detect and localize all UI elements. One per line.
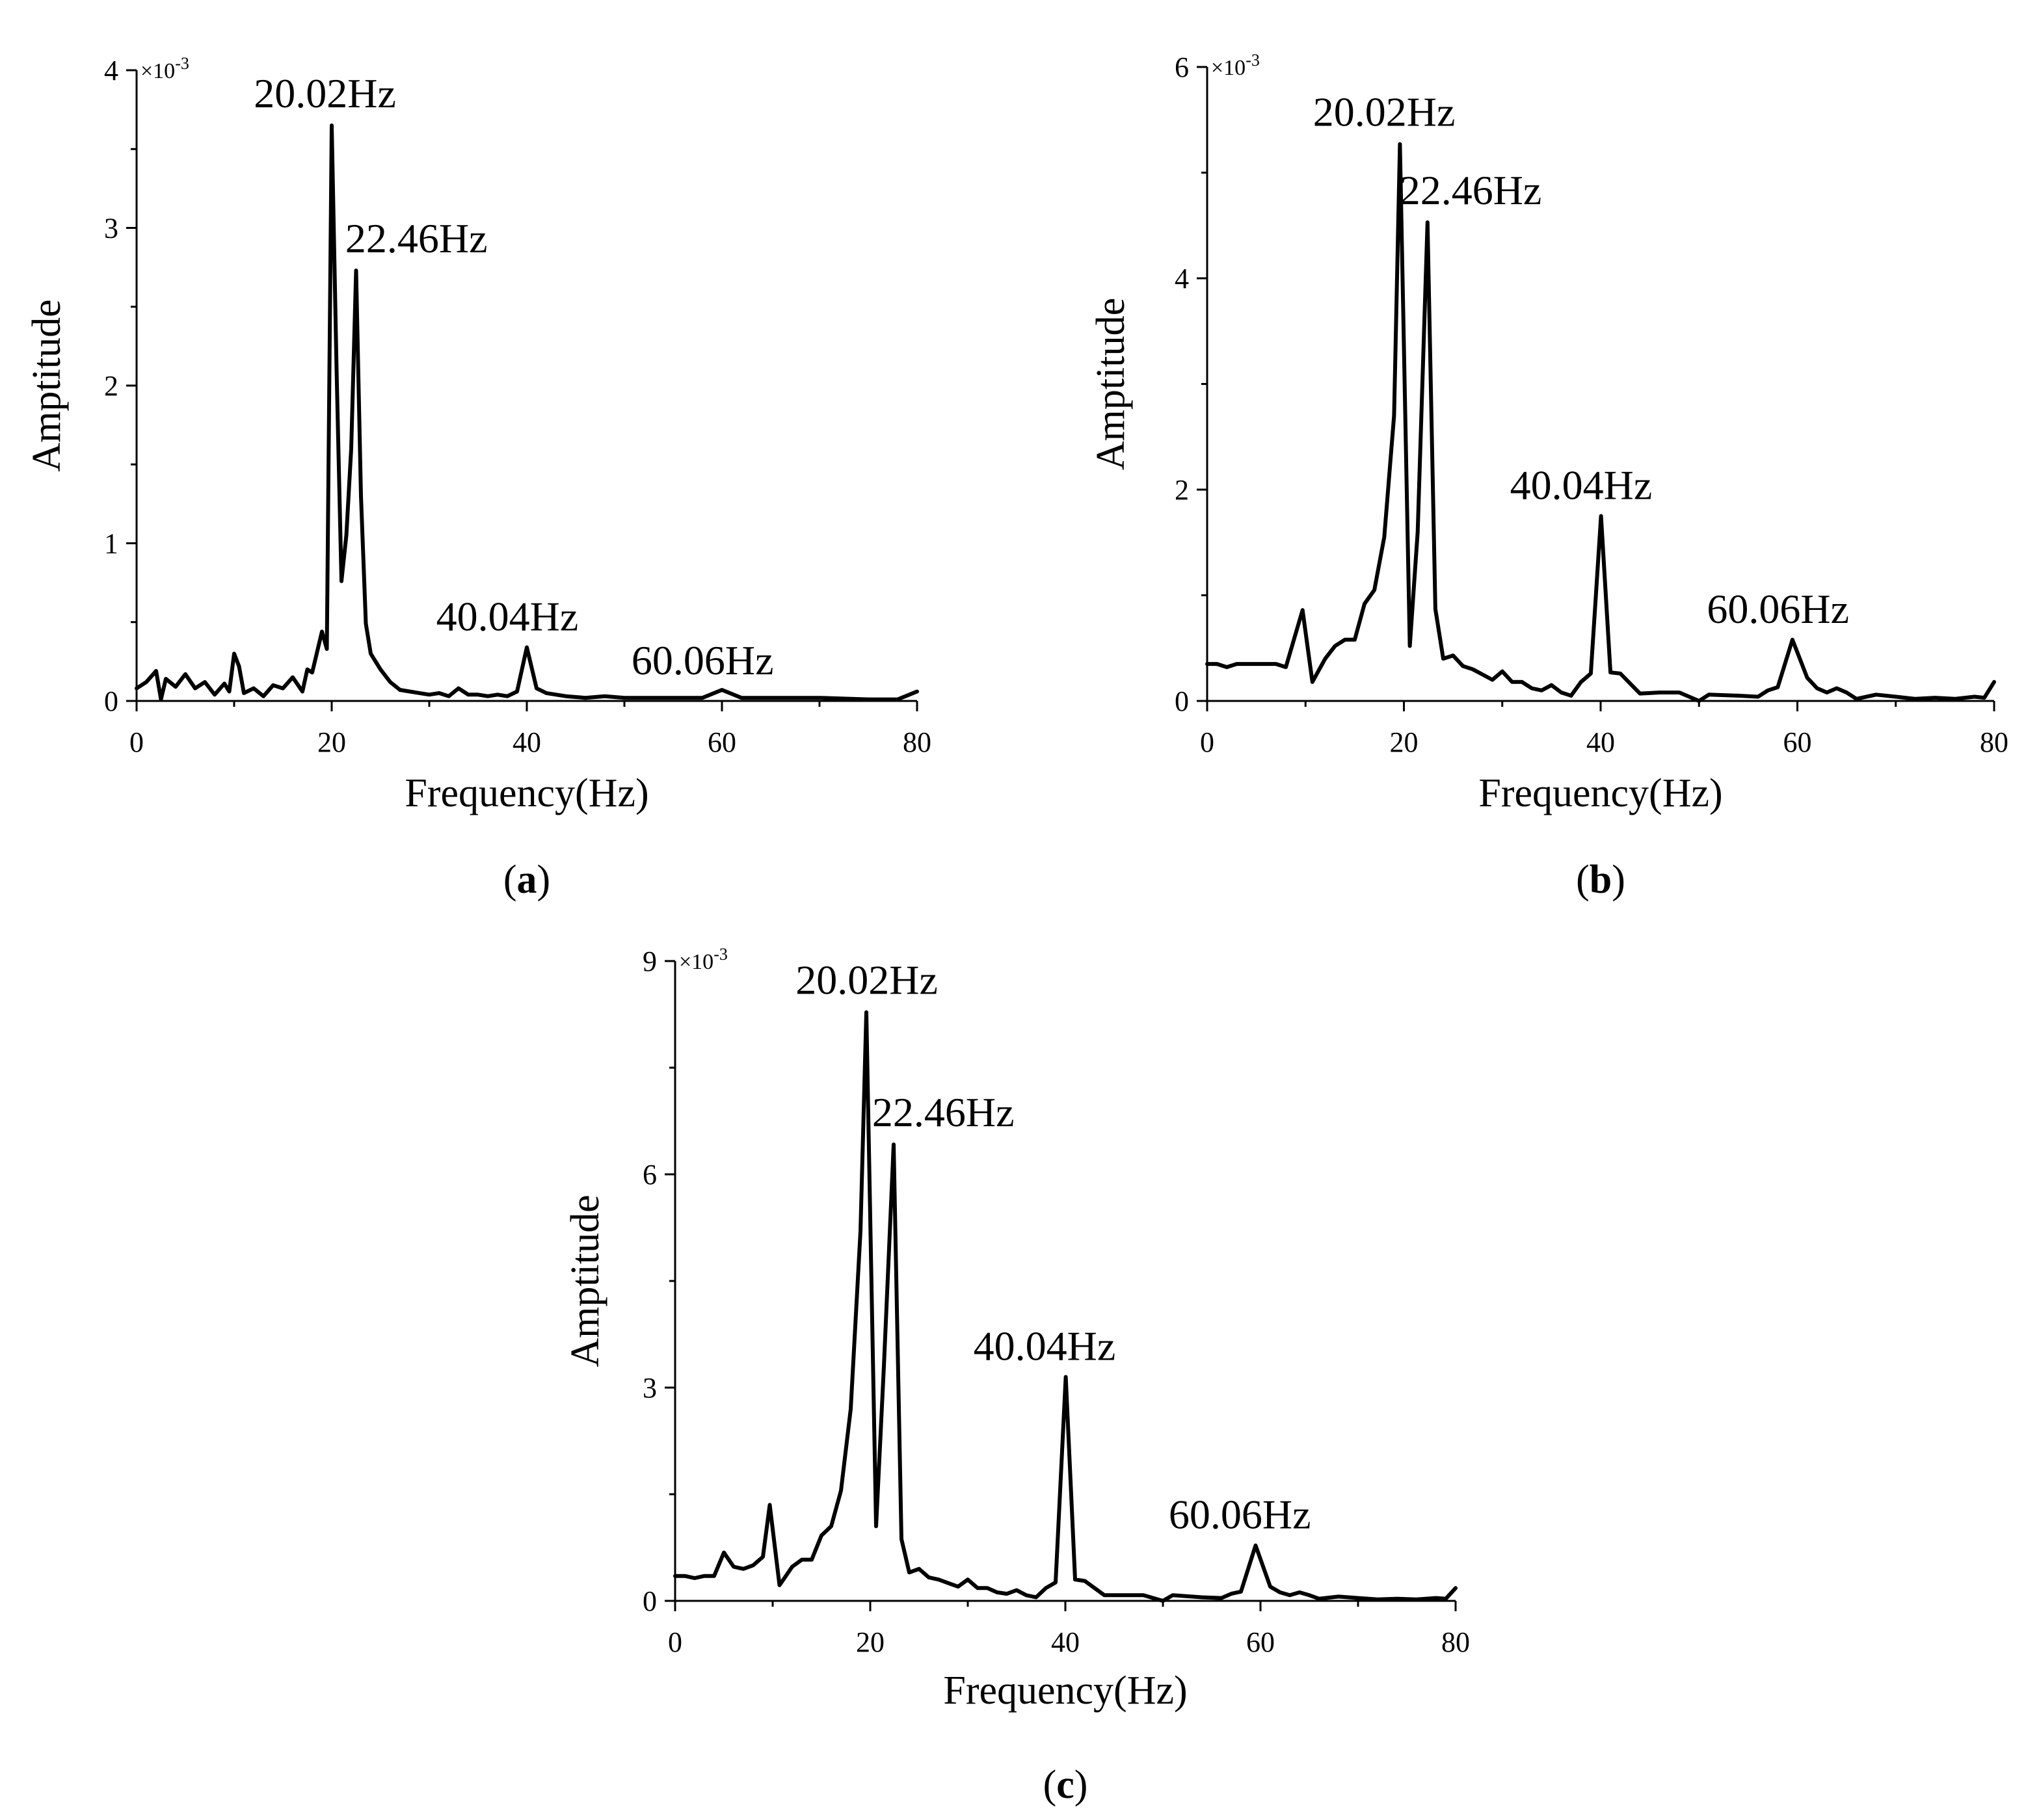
x-tick-label: 40: [1051, 1626, 1080, 1658]
y-tick-label: 6: [1175, 51, 1189, 83]
chart-panel-a: 0 20 40 60 80 0 1 2 3 4 ×10-3 Frequency(Hz) Amptitud…: [25, 54, 931, 902]
x-tick-label: 20: [1390, 726, 1419, 758]
x-tick-label: 40: [513, 726, 541, 758]
series-line: [673, 1010, 1458, 1603]
panel-label-paren: ): [1612, 858, 1625, 902]
x-axis-title: Frequency(Hz): [943, 1668, 1187, 1713]
y-exponent-power: -3: [1246, 51, 1260, 70]
y-axis-title: Amptitude: [563, 1194, 607, 1367]
x-tick-label: 80: [903, 726, 931, 758]
panel-label-paren: ): [1074, 1763, 1088, 1807]
x-tick-label: 80: [1980, 726, 2008, 758]
series-line: [1205, 142, 1996, 703]
x-tick-label: 0: [129, 726, 144, 758]
peak-label: 20.02Hz: [254, 70, 396, 116]
x-axis-title: Frequency(Hz): [1478, 771, 1722, 815]
y-exponent-base: ×10: [140, 59, 175, 83]
x-axis-title: Frequency(Hz): [405, 771, 648, 815]
y-exponent-label: ×10-3: [679, 945, 728, 974]
x-tick-label: 60: [1783, 726, 1812, 758]
peak-label: 22.46Hz: [345, 215, 488, 261]
y-tick-label: 4: [1175, 263, 1189, 295]
panel-label-letter: b: [1590, 858, 1612, 902]
panel-label-letter: c: [1056, 1763, 1074, 1807]
x-tick-label: 0: [668, 1626, 682, 1658]
peak-label: 40.04Hz: [974, 1323, 1116, 1369]
y-exponent-base: ×10: [1211, 56, 1246, 80]
panel-label-paren: (: [1576, 858, 1590, 902]
y-tick-label: 0: [1175, 685, 1189, 717]
panel-label-paren: (: [503, 858, 517, 902]
chart-panel-c: 0 20 40 60 80 0 3 6 9 ×10-3 Frequency(Hz) Amptitude…: [563, 945, 1470, 1807]
panel-label: (c): [1043, 1763, 1088, 1807]
x-tick-label: 20: [856, 1626, 885, 1658]
y-tick-label: 2: [1175, 474, 1189, 506]
y-exponent-label: ×10-3: [1211, 51, 1260, 80]
chart-panel-b: 0 20 40 60 80 0 2 4 6 ×10-3 Frequency(Hz) Amptitude…: [1089, 51, 2008, 902]
y-tick-label: 1: [104, 528, 118, 560]
x-tick-label: 60: [708, 726, 736, 758]
peak-label: 60.06Hz: [1707, 586, 1849, 632]
peak-label: 60.06Hz: [1169, 1492, 1311, 1538]
y-tick-label: 4: [104, 55, 118, 86]
y-tick-label: 0: [643, 1585, 657, 1617]
y-exponent-power: -3: [175, 54, 189, 73]
x-tick-label: 80: [1441, 1626, 1470, 1658]
peak-label: 60.06Hz: [632, 637, 774, 683]
panel-label: (b): [1576, 858, 1625, 902]
series-line: [135, 123, 919, 702]
y-tick-label: 9: [643, 945, 657, 977]
x-tick-label: 60: [1246, 1626, 1275, 1658]
panel-label: (a): [503, 858, 550, 902]
x-tick-label: 0: [1200, 726, 1214, 758]
y-tick-label: 0: [104, 685, 118, 717]
y-tick-label: 6: [643, 1159, 657, 1191]
panel-label-paren: ): [537, 858, 551, 902]
panel-label-letter: a: [517, 858, 537, 902]
y-exponent-label: ×10-3: [140, 54, 189, 83]
peak-label: 20.02Hz: [795, 957, 938, 1003]
peak-label: 40.04Hz: [436, 594, 579, 640]
y-axis-title: Amptitude: [1089, 298, 1133, 470]
peak-label: 22.46Hz: [872, 1089, 1015, 1135]
panel-label-paren: (: [1043, 1763, 1057, 1807]
y-tick-label: 3: [104, 213, 118, 244]
x-tick-label: 20: [317, 726, 346, 758]
y-axis-title: Amptitude: [25, 299, 69, 471]
y-exponent-base: ×10: [679, 950, 713, 974]
y-tick-label: 3: [643, 1372, 657, 1404]
x-tick-label: 40: [1586, 726, 1615, 758]
peak-label: 22.46Hz: [1400, 167, 1542, 213]
y-tick-label: 2: [104, 370, 118, 402]
y-exponent-power: -3: [713, 945, 728, 964]
peak-label: 20.02Hz: [1313, 89, 1456, 135]
peak-label: 40.04Hz: [1510, 462, 1653, 508]
